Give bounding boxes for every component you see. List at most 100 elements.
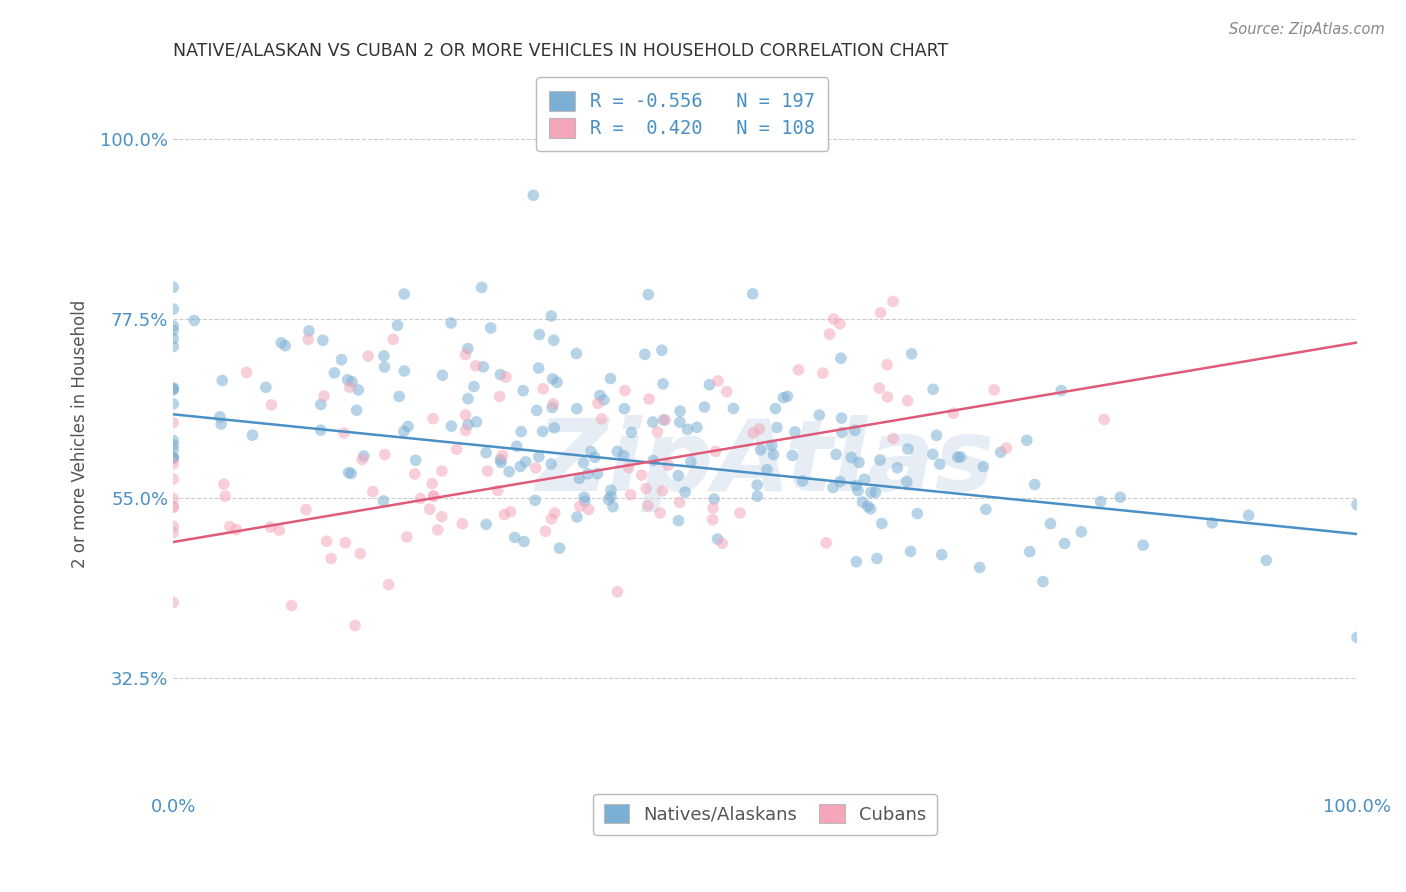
Point — [706, 532, 728, 546]
Point — [440, 316, 463, 330]
Point — [925, 428, 948, 442]
Point — [776, 389, 799, 403]
Point — [374, 448, 396, 462]
Point — [876, 358, 898, 372]
Point — [339, 380, 361, 394]
Point — [534, 524, 557, 539]
Point — [1090, 494, 1112, 508]
Point — [162, 450, 184, 465]
Point — [839, 450, 862, 465]
Point — [162, 397, 184, 411]
Point — [475, 517, 498, 532]
Point — [614, 384, 637, 398]
Point — [931, 548, 953, 562]
Point — [270, 335, 292, 350]
Point — [260, 398, 283, 412]
Point — [828, 475, 851, 489]
Point — [457, 417, 479, 432]
Point — [565, 510, 588, 524]
Point — [620, 425, 643, 440]
Point — [335, 535, 357, 549]
Point — [512, 384, 534, 398]
Point — [756, 463, 779, 477]
Point — [510, 425, 533, 439]
Point — [969, 560, 991, 574]
Point — [654, 413, 676, 427]
Point — [162, 381, 184, 395]
Point — [309, 423, 332, 437]
Point — [489, 455, 512, 469]
Point — [599, 371, 621, 385]
Point — [591, 412, 613, 426]
Point — [347, 383, 370, 397]
Point — [772, 391, 794, 405]
Point — [859, 485, 882, 500]
Point — [373, 494, 395, 508]
Point — [749, 442, 772, 457]
Point — [211, 374, 233, 388]
Point — [673, 485, 696, 500]
Point — [503, 530, 526, 544]
Point — [479, 321, 502, 335]
Point — [620, 488, 643, 502]
Text: Source: ZipAtlas.com: Source: ZipAtlas.com — [1229, 22, 1385, 37]
Point — [886, 460, 908, 475]
Point — [540, 512, 562, 526]
Point — [472, 359, 495, 374]
Point — [395, 530, 418, 544]
Point — [830, 351, 852, 366]
Point — [870, 516, 893, 531]
Point — [373, 359, 395, 374]
Point — [323, 366, 346, 380]
Point — [630, 468, 652, 483]
Point — [543, 397, 565, 411]
Point — [928, 457, 950, 471]
Point — [540, 457, 562, 471]
Point — [707, 374, 730, 388]
Point — [762, 448, 785, 462]
Point — [430, 509, 453, 524]
Point — [787, 363, 810, 377]
Point — [565, 346, 588, 360]
Point — [972, 459, 994, 474]
Point — [340, 375, 363, 389]
Point — [652, 413, 675, 427]
Point — [544, 506, 567, 520]
Point — [1256, 553, 1278, 567]
Point — [297, 333, 319, 347]
Point — [531, 382, 554, 396]
Point — [212, 477, 235, 491]
Point — [527, 450, 550, 464]
Point — [638, 392, 661, 406]
Point — [235, 366, 257, 380]
Point — [471, 280, 494, 294]
Point — [531, 425, 554, 439]
Point — [699, 377, 721, 392]
Point — [845, 478, 868, 492]
Point — [527, 361, 550, 376]
Point — [1346, 498, 1368, 512]
Point — [742, 425, 765, 440]
Point — [821, 480, 844, 494]
Point — [280, 599, 302, 613]
Point — [491, 449, 513, 463]
Point — [782, 449, 804, 463]
Point — [602, 500, 624, 514]
Point — [242, 428, 264, 442]
Point — [1032, 574, 1054, 589]
Point — [309, 397, 332, 411]
Point — [565, 401, 588, 416]
Point — [1015, 434, 1038, 448]
Point — [162, 442, 184, 457]
Point — [346, 403, 368, 417]
Point — [846, 483, 869, 498]
Point — [990, 445, 1012, 459]
Point — [1039, 516, 1062, 531]
Point — [515, 455, 537, 469]
Point — [686, 420, 709, 434]
Point — [162, 434, 184, 448]
Point — [422, 411, 444, 425]
Point — [162, 491, 184, 506]
Point — [1053, 536, 1076, 550]
Point — [336, 373, 359, 387]
